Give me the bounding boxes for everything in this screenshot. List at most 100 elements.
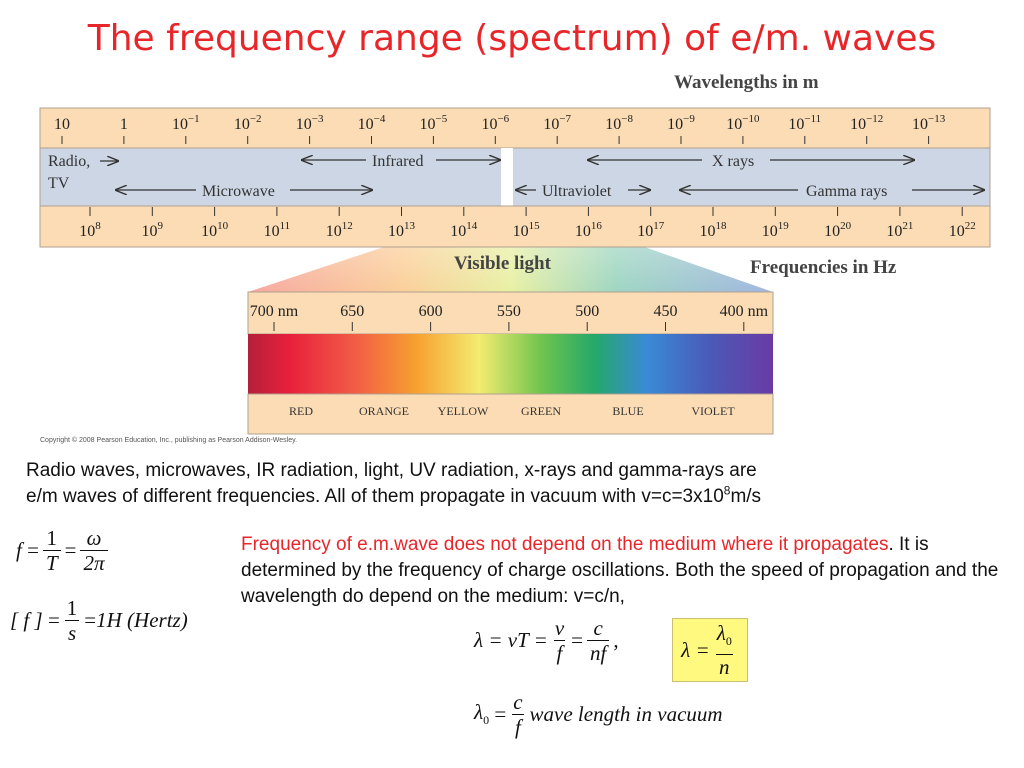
radio-label-1: Radio, xyxy=(48,153,90,170)
numerator: c xyxy=(513,690,523,714)
denominator: f xyxy=(511,714,524,739)
frequency-tick-label: 1017 xyxy=(637,220,665,240)
intro-line-2-text: e/m waves of different frequencies. All … xyxy=(26,486,724,507)
unit-lhs: [ f ] xyxy=(10,608,43,632)
frequency-tick-label: 1010 xyxy=(201,220,229,240)
wavelength-tick-label: 10−7 xyxy=(543,113,571,133)
units: m/s xyxy=(730,486,762,507)
color-name-label: RED xyxy=(289,404,313,418)
wavelength-tick-label: 10−2 xyxy=(234,113,262,133)
wavelength-tick-label: 10−11 xyxy=(788,113,821,133)
frequency-tick-label: 1021 xyxy=(886,220,913,240)
frequency-explanation: . It is determined by the frequency of c… xyxy=(241,534,999,607)
frequency-tick-label: 1020 xyxy=(824,220,852,240)
wavelength-tick-label: 1 xyxy=(120,116,128,133)
frequency-band xyxy=(39,205,991,248)
copyright-note: Copyright © 2008 Pearson Education, Inc.… xyxy=(40,437,298,444)
highlighted-wavelength-formula: λ = λ0 n xyxy=(672,618,748,682)
intro-line-1: Radio waves, microwaves, IR radiation, l… xyxy=(26,460,757,481)
wavelength-tick-label: 10−12 xyxy=(850,113,883,133)
wavelength-tick-label: 10−10 xyxy=(726,113,760,133)
microwave-label: Microwave xyxy=(202,183,275,200)
frequency-statement: Frequency of e.m.wave does not depend on… xyxy=(241,534,889,555)
numerator: ω xyxy=(86,526,102,550)
frequency-tick-label: 1011 xyxy=(264,220,291,240)
fraction-lambda0-over-n: λ0 n xyxy=(716,621,733,679)
visible-tick-label: 400 nm xyxy=(720,303,769,320)
numerator: c xyxy=(593,616,603,640)
visible-color-names: RED ORANGE YELLOW GREEN BLUE VIOLET xyxy=(289,404,735,418)
lambda0-symbol: λ xyxy=(716,621,726,646)
fraction-c-over-nf: c nf xyxy=(586,616,610,665)
frequency-tick-label: 109 xyxy=(142,220,164,240)
frequency-tick-label: 1014 xyxy=(450,220,478,240)
exponent: 8 xyxy=(723,483,731,498)
numerator: 1 xyxy=(46,526,58,550)
gamma-label: Gamma rays xyxy=(806,183,887,200)
frequency-tick-label: 1018 xyxy=(700,220,728,240)
visible-tick-label: 700 nm xyxy=(250,303,299,320)
wavelength-tick-label: 10−9 xyxy=(667,113,695,133)
visible-color-strip xyxy=(248,334,773,394)
wavelengths-label: Wavelengths in m xyxy=(674,72,819,93)
color-name-label: YELLOW xyxy=(438,404,489,418)
wavelength-band xyxy=(39,107,991,149)
wavelength-tick-label: 10−8 xyxy=(605,113,633,133)
color-name-label: ORANGE xyxy=(359,404,409,418)
visible-gap xyxy=(501,148,513,206)
color-name-label: BLUE xyxy=(612,404,643,418)
frequency-tick-label: 1013 xyxy=(388,220,416,240)
lambda-equals: λ = xyxy=(681,637,710,662)
frequency-tick-label: 108 xyxy=(79,220,101,240)
wavelength-tick-label: 10−4 xyxy=(358,113,386,133)
denominator: n xyxy=(716,653,733,679)
denominator: T xyxy=(42,550,61,575)
visible-ticks: 700 nm 650 600 550 500 450 400 nm xyxy=(250,303,769,331)
wavelength-ticks: 10 1 10−1 10−2 10−3 10−4 10−5 10−6 10−7 10−8 10−9 1… xyxy=(54,113,946,144)
ultraviolet-label: Ultraviolet xyxy=(542,183,612,200)
frequencies-label: Frequencies in Hz xyxy=(750,257,897,278)
visible-tick-label: 650 xyxy=(340,303,364,320)
visible-light-label: Visible light xyxy=(454,253,551,274)
wavelength-tick-label: 10−13 xyxy=(912,113,946,133)
intro-line-2: e/m waves of different frequencies. All … xyxy=(26,484,1021,510)
visible-tick-label: 550 xyxy=(497,303,521,320)
infrared-label: Infrared xyxy=(372,153,424,170)
lambda0-lhs: λ xyxy=(474,700,484,725)
color-name-label: VIOLET xyxy=(691,404,735,418)
intro-paragraph: Radio waves, microwaves, IR radiation, l… xyxy=(26,458,1021,510)
numerator: v xyxy=(554,616,565,640)
em-spectrum-figure: 10 1 10−1 10−2 10−3 10−4 10−5 10−6 10−7 10−8 10−9 1… xyxy=(39,107,991,435)
frequency-tick-label: 1016 xyxy=(575,220,603,240)
lambda-expression: λ = vT = xyxy=(474,628,548,652)
page-title: The frequency range (spectrum) of e/m. w… xyxy=(87,18,937,59)
visible-tick-label: 600 xyxy=(419,303,443,320)
radio-label-2: TV xyxy=(48,175,70,192)
visible-color-names-band xyxy=(247,393,774,435)
numerator: 1 xyxy=(66,596,78,620)
frequency-paragraph: Frequency of e.m.wave does not depend on… xyxy=(241,532,1016,610)
wavelength-tick-label: 10−3 xyxy=(296,113,324,133)
frequency-tick-label: 1015 xyxy=(513,220,541,240)
vacuum-caption: wave length in vacuum xyxy=(529,702,723,726)
denominator: nf xyxy=(586,640,610,665)
frequency-tick-label: 1019 xyxy=(762,220,790,240)
frequency-ticks: 108 109 1010 1011 1012 1013 1014 1015 1016 1017 10… xyxy=(79,207,976,240)
denominator: s xyxy=(64,620,80,645)
wavelength-tick-label: 10−6 xyxy=(481,113,509,133)
unit-rhs: 1H (Hertz) xyxy=(96,608,188,632)
denominator: f xyxy=(553,640,566,665)
wavelength-tick-label: 10−1 xyxy=(172,113,200,133)
frequency-tick-label: 1022 xyxy=(949,220,976,240)
wavelength-tick-label: 10−5 xyxy=(420,113,448,133)
visible-tick-label: 450 xyxy=(654,303,678,320)
denominator: 2π xyxy=(80,550,108,575)
fraction-omega-over-2pi: ω 2π xyxy=(80,526,108,575)
